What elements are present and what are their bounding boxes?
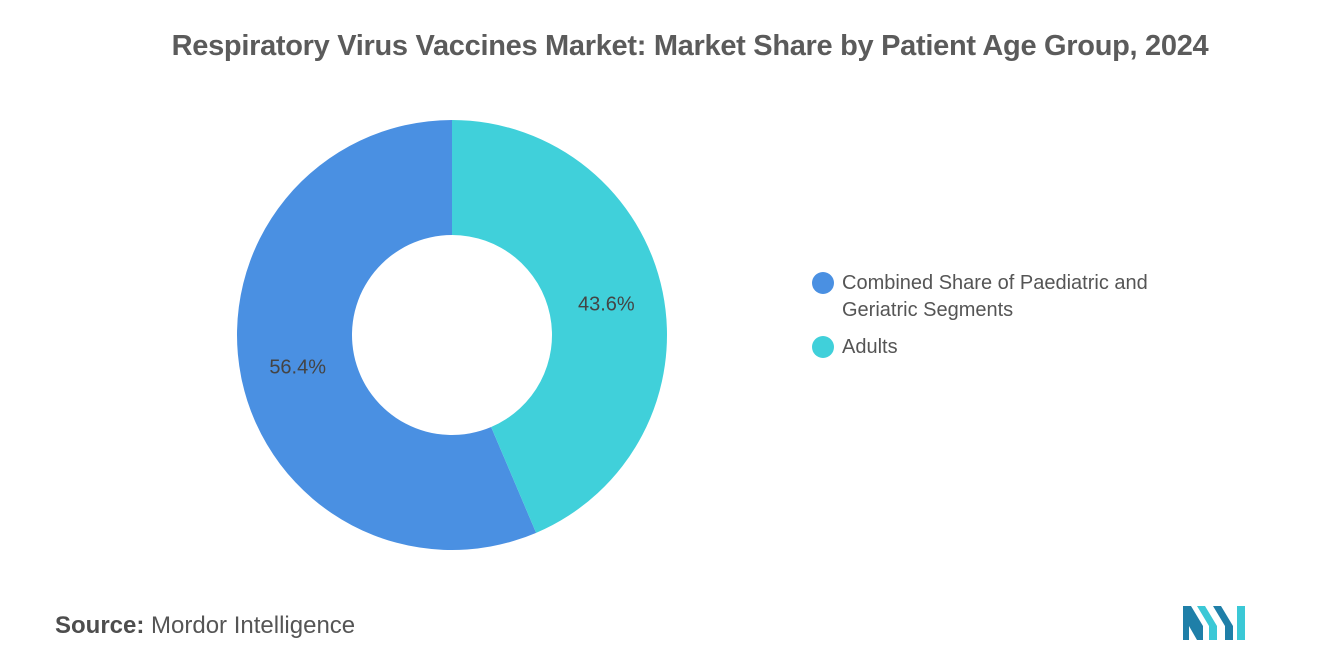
logo-shape-4: [1237, 606, 1245, 640]
value-label-adults: 43.6%: [578, 294, 635, 316]
donut-labels: 56.4% 43.6%: [269, 294, 635, 379]
mordor-intelligence-logo-icon: [1183, 606, 1245, 640]
donut-slices: [236, 120, 667, 550]
logo-shape-3: [1213, 606, 1233, 640]
logo-shape-2: [1197, 606, 1217, 640]
source-text: Mordor Intelligence: [151, 612, 356, 639]
logo-shape-1: [1183, 606, 1203, 640]
source-line: Source: Mordor Intelligence: [55, 612, 355, 640]
legend-item-combined: Combined Share of Paediatric and Geriatr…: [812, 270, 1232, 324]
legend-swatch-combined: [812, 272, 834, 294]
legend-label-adults: Adults: [842, 336, 898, 358]
slice-combined: [236, 120, 537, 550]
chart-title: Respiratory Virus Vaccines Market: Marke…: [171, 30, 1209, 62]
source-label: Source:: [55, 612, 145, 639]
slice-adults: [452, 120, 667, 533]
legend-label-combined: Combined Share of Paediatric and Geriatr…: [842, 272, 1148, 321]
legend-item-adults: Adults: [812, 334, 1232, 361]
legend-swatch-adults: [812, 336, 834, 358]
chart-legend: Combined Share of Paediatric and Geriatr…: [812, 270, 1232, 371]
value-label-combined: 56.4%: [269, 356, 326, 378]
